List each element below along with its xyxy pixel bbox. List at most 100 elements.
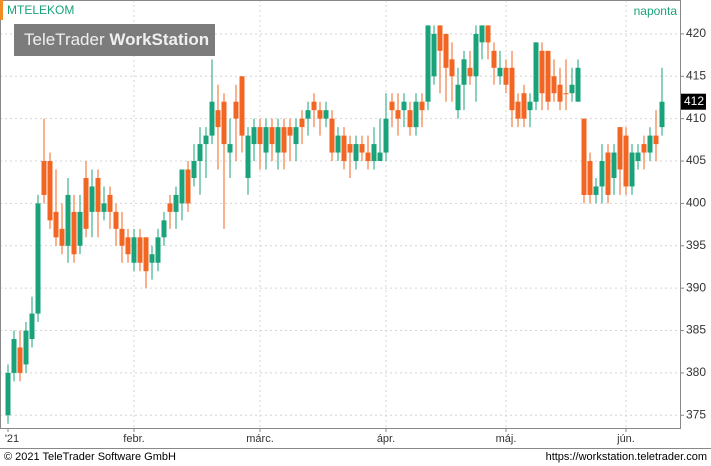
x-tick-label: '21	[5, 433, 19, 445]
y-tick-label: 410	[686, 111, 706, 125]
candle-body	[425, 25, 431, 102]
candle-body	[623, 135, 629, 187]
y-tick-label: 415	[686, 68, 706, 82]
x-tick-label: ápr.	[377, 433, 395, 445]
candle-body	[563, 93, 569, 95]
y-tick-label: 420	[686, 26, 706, 40]
candle-body	[353, 144, 359, 162]
candle-body	[275, 127, 281, 153]
candle-body	[341, 135, 347, 162]
candle-body	[41, 161, 47, 195]
symbol-title: MTELEKOM	[7, 3, 74, 17]
y-tick-label: 390	[686, 280, 706, 294]
period-label: naponta	[634, 4, 678, 18]
candle-body	[467, 67, 473, 77]
candle-body	[5, 372, 11, 416]
candle-body	[161, 220, 167, 238]
candle-body	[479, 25, 485, 43]
candle-body	[371, 144, 377, 162]
candle-body	[605, 152, 611, 195]
candle-body	[389, 101, 395, 111]
watermark: TeleTrader WorkStation	[24, 30, 209, 49]
candle-body	[263, 127, 269, 153]
plot-area: 375 380 385 390 395 400 405 410 415 420 '21 febr. má…	[0, 0, 706, 445]
candle-body	[137, 237, 143, 263]
candle-body	[413, 101, 419, 128]
candle-body	[257, 127, 263, 145]
candle-body	[527, 101, 533, 111]
watermark-text: WorkStation	[109, 30, 209, 49]
candle-body	[509, 67, 515, 111]
candle-body	[203, 135, 209, 145]
candle-body	[377, 152, 383, 162]
candle-body	[503, 67, 509, 85]
candle-body	[215, 110, 221, 128]
candle-body	[53, 211, 59, 238]
candle-body	[65, 194, 71, 246]
y-tick-label: 375	[686, 407, 706, 421]
last-price-box	[681, 93, 706, 110]
candle-body	[647, 135, 653, 153]
candle-body	[635, 152, 641, 162]
candle-body	[227, 144, 233, 153]
candle-body	[95, 177, 101, 212]
candle-body	[293, 127, 299, 145]
candle-body	[113, 211, 119, 229]
candle-body	[365, 152, 371, 162]
candle-body	[251, 127, 257, 145]
candle-body	[101, 203, 107, 212]
candle-body	[107, 194, 113, 212]
candle-body	[179, 169, 185, 204]
candle-body	[395, 110, 401, 119]
candle-body	[287, 127, 293, 136]
x-tick-label: máj.	[496, 433, 517, 445]
candle-body	[551, 76, 557, 94]
candle-body	[437, 25, 443, 51]
candle-body	[149, 254, 155, 263]
candle-body	[23, 330, 29, 365]
candle-body	[155, 237, 161, 263]
candle-body	[653, 135, 659, 145]
candle-body	[473, 33, 479, 77]
x-tick-label: jún.	[616, 433, 635, 445]
candle-body	[491, 50, 497, 68]
candle-body	[323, 110, 329, 119]
candle-body	[659, 101, 665, 128]
y-tick-label: 380	[686, 365, 706, 379]
candle-body	[545, 50, 551, 102]
candle-body	[71, 211, 77, 255]
candle-body	[461, 59, 467, 85]
candle-body	[521, 93, 527, 119]
candle-body	[539, 50, 545, 94]
candle-body	[359, 144, 365, 153]
candle-body	[125, 237, 131, 255]
candle-body	[515, 101, 521, 119]
candle-body	[593, 186, 599, 195]
candle-body	[329, 118, 335, 153]
candle-body	[641, 144, 647, 153]
candle-body	[269, 127, 275, 145]
candle-body	[191, 161, 197, 178]
candle-body	[557, 84, 563, 102]
candle-body	[77, 211, 83, 246]
candle-body	[209, 101, 215, 136]
candle-body	[11, 339, 17, 373]
y-tick-label: 405	[686, 153, 706, 167]
candle-body	[173, 194, 179, 212]
candle-body	[533, 42, 539, 102]
candle-body	[233, 101, 239, 119]
candle-body	[581, 118, 587, 195]
title-marker	[0, 0, 3, 20]
candle-body	[17, 347, 23, 373]
candle-body	[167, 203, 173, 212]
candle-body	[599, 161, 605, 187]
y-tick-label: 400	[686, 196, 706, 210]
candle-body	[89, 186, 95, 212]
candle-body	[443, 33, 449, 68]
candle-body	[131, 237, 137, 263]
watermark-box	[14, 24, 215, 56]
x-tick-label: márc.	[246, 433, 274, 445]
candle-body	[305, 110, 311, 119]
candle-body	[239, 76, 245, 136]
